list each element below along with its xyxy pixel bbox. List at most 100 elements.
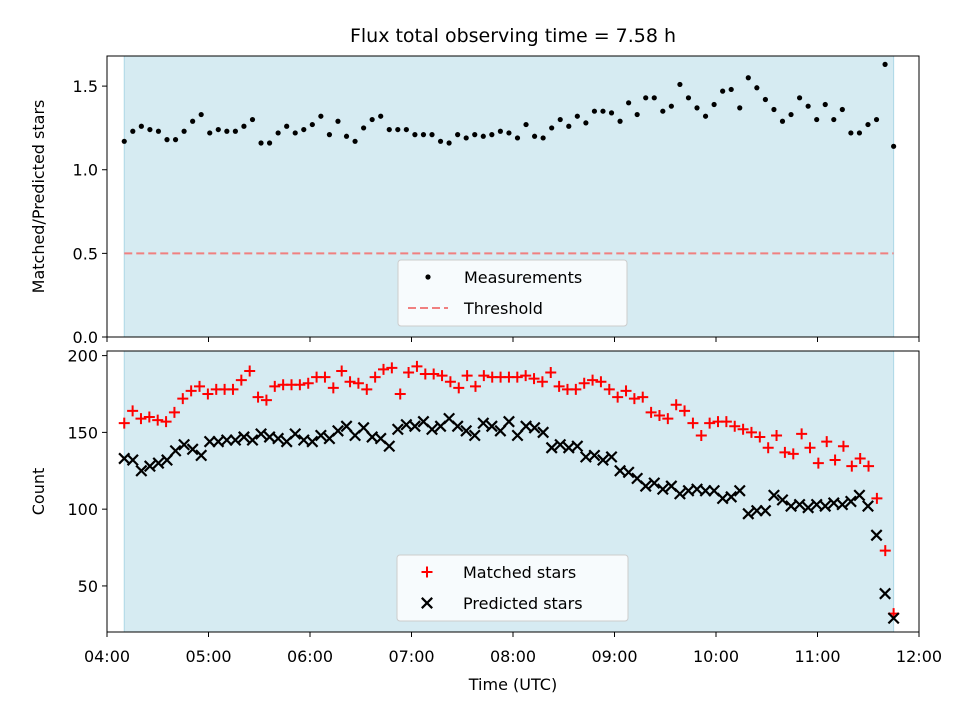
measurements-point — [352, 138, 358, 144]
predicted-stars-point — [126, 454, 139, 466]
matched-stars-point — [821, 436, 833, 448]
predicted-stars-point — [528, 421, 541, 434]
measurements-point — [241, 123, 247, 129]
matched-stars-point — [879, 545, 891, 557]
matched-stars-point — [235, 374, 247, 386]
matched-stars-point — [511, 371, 523, 383]
predicted-stars-point — [255, 427, 268, 440]
x-tick-label: 10:00 — [693, 647, 739, 666]
measurements-point — [771, 106, 777, 113]
measurements-point — [608, 110, 615, 116]
predicted-stars-point — [340, 420, 353, 433]
predicted-stars-point — [733, 484, 746, 497]
measurements-point — [720, 88, 726, 94]
measurements-point — [275, 130, 281, 136]
measurements-point — [266, 140, 273, 146]
legend-box — [397, 259, 628, 327]
matched-stars-point — [603, 383, 615, 395]
matched-stars-point — [520, 370, 532, 382]
measurements-point — [284, 123, 290, 129]
matched-stars-point — [227, 383, 239, 395]
measurements-point — [814, 116, 820, 123]
measurements-point — [677, 81, 683, 88]
x-tick-label: 09:00 — [591, 647, 637, 666]
predicted-stars-point — [836, 498, 849, 511]
predicted-stars-point — [622, 466, 635, 479]
legend: Matched stars Predicted stars — [396, 554, 629, 622]
matched-stars-point — [771, 429, 783, 441]
measurements-point — [181, 128, 187, 134]
legend-label: Measurements — [464, 268, 582, 287]
matched-stars-point — [804, 442, 816, 454]
measurements-point — [429, 132, 435, 138]
measurements-point — [232, 128, 238, 134]
predicted-stars-point — [588, 449, 601, 462]
matched-stars-point — [737, 423, 749, 435]
matched-stars-point — [578, 377, 590, 389]
predicted-stars-point — [537, 426, 550, 439]
measurements-point — [694, 105, 700, 111]
predicted-stars-point — [477, 417, 490, 430]
matched-stars-point — [319, 371, 331, 383]
matched-stars-point — [444, 376, 456, 388]
predicted-stars-point — [178, 438, 191, 451]
measurements-point — [224, 128, 230, 134]
measurements-point — [643, 95, 649, 101]
predicted-stars-point — [451, 420, 464, 433]
matched-stars-point — [352, 377, 364, 389]
matched-stars-point — [695, 429, 707, 441]
matched-stars-point — [595, 376, 607, 388]
matched-stars-point — [436, 370, 448, 382]
predicted-stars-point — [793, 498, 806, 511]
measurements-point — [514, 135, 521, 141]
matched-stars-point — [260, 394, 272, 406]
matched-stars-point — [302, 377, 314, 389]
legend-plus-swatch — [421, 566, 433, 578]
measurements-point — [651, 95, 657, 101]
x-tick-label: 11:00 — [794, 647, 840, 666]
y-tick-label: 1.0 — [73, 161, 98, 180]
measurements-point — [309, 121, 315, 128]
matched-stars-point — [570, 383, 582, 395]
matched-stars-point — [478, 370, 490, 382]
predicted-stars-point — [314, 429, 327, 442]
measurements-point — [882, 61, 888, 67]
measurements-point — [856, 130, 863, 136]
matched-stars-point — [612, 391, 624, 403]
matched-stars-point — [863, 460, 875, 472]
matched-stars-point — [202, 388, 214, 400]
measurements-point — [190, 118, 196, 124]
matched-stars-point — [386, 362, 398, 374]
measurements-point — [617, 118, 623, 124]
predicted-stars-point — [605, 450, 618, 463]
predicted-stars-point — [699, 484, 712, 497]
y-tick-label: 1.5 — [73, 77, 98, 96]
matched-stars-point — [394, 388, 406, 400]
measurements-point — [745, 75, 751, 81]
predicted-stars-point — [272, 432, 285, 445]
predicted-stars-point — [571, 440, 584, 453]
measurements-point — [626, 100, 632, 106]
matched-stars-point — [871, 492, 883, 504]
measurements-point — [249, 116, 256, 123]
predicted-stars-point — [391, 423, 404, 436]
predicted-stars-point — [152, 457, 165, 470]
matched-stars-point — [637, 391, 649, 403]
matched-stars-point — [461, 370, 473, 382]
predicted-stars-point — [331, 424, 344, 437]
y-tick-label: 0.0 — [73, 328, 98, 347]
y-tick-label: 50 — [78, 577, 98, 596]
predicted-stars-point — [742, 507, 755, 520]
measurements-point — [335, 118, 341, 124]
measurements-point — [155, 128, 162, 134]
matched-stars-point — [168, 406, 180, 418]
measurements-point — [549, 125, 555, 131]
measurements-point — [891, 143, 897, 149]
predicted-stars-point — [383, 440, 396, 453]
measurements-point — [873, 116, 880, 123]
measurements-point — [138, 123, 144, 129]
predicted-stars-point — [819, 500, 832, 513]
measurements-point — [326, 132, 333, 138]
measurements-point — [754, 85, 760, 91]
